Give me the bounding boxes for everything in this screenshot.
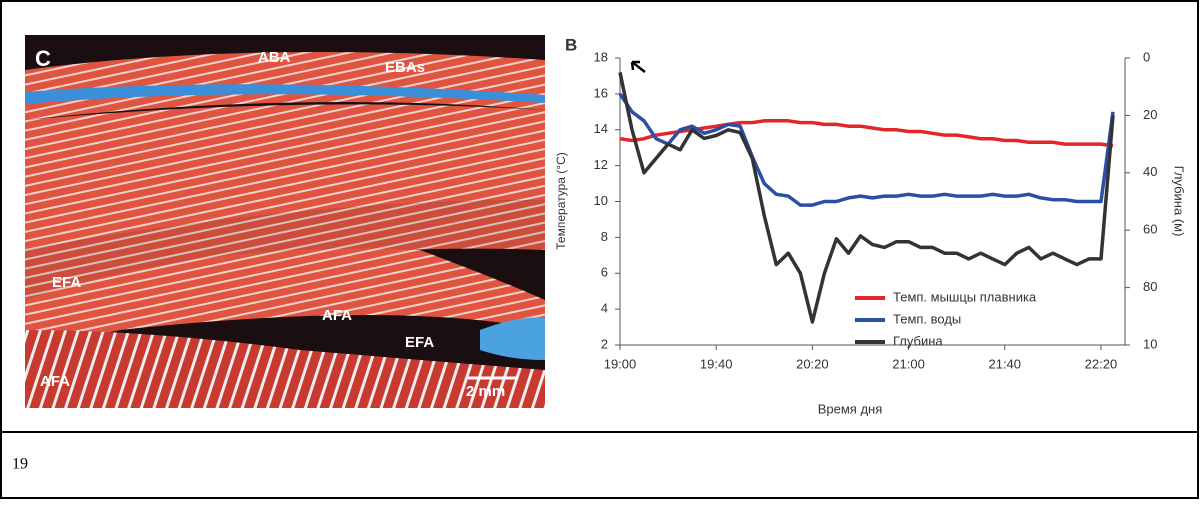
y-tick-label: 8	[601, 229, 608, 244]
y-tick-label: 12	[594, 157, 608, 172]
y2-tick-label: 40	[1143, 164, 1157, 179]
y-tick-label: 14	[594, 121, 608, 136]
panel-letter: C	[35, 46, 51, 71]
series-line	[618, 92, 1115, 207]
y-tick-label: 4	[601, 301, 608, 316]
photo-label: ABA	[258, 49, 291, 66]
y-tick-label: 16	[594, 85, 608, 100]
photo-label: AFA	[40, 373, 70, 390]
chart: B Время дня Температура (°C) Глубина (м)	[554, 35, 1186, 416]
scale-label: 2 mm	[466, 383, 505, 400]
photo-label: EFA	[405, 334, 434, 351]
panel-letter: B	[565, 35, 577, 54]
y2-tick-label: 80	[1143, 279, 1157, 294]
photo: C ABA EBAs EFA AFA AFA EFA 2 mm	[25, 35, 545, 408]
y2-tick-label: 10	[1143, 336, 1157, 351]
fiber	[25, 248, 545, 335]
legend-label: Глубина	[893, 333, 943, 348]
series-line	[619, 119, 1114, 148]
fiber	[25, 104, 545, 250]
x-tick-label: 21:00	[892, 356, 925, 371]
photo-label: EBAs	[385, 59, 425, 76]
vessel	[480, 317, 545, 360]
y-axis-title: Температура (°C)	[554, 152, 568, 249]
x-tick-label: 21:40	[988, 356, 1021, 371]
fiber	[25, 330, 545, 408]
y-tick-label: 2	[601, 336, 608, 351]
arrow	[630, 60, 646, 73]
y-tick-label: 18	[594, 49, 608, 64]
x-tick-label: 19:00	[604, 356, 637, 371]
y-tick-label: 6	[601, 265, 608, 280]
legend-label: Темп. мышцы плавника	[893, 289, 1037, 304]
photo-label: AFA	[322, 307, 352, 324]
x-tick-label: 19:40	[700, 356, 733, 371]
y2-tick-label: 0	[1143, 49, 1150, 64]
x-axis-title: Время дня	[818, 401, 883, 416]
x-tick-label: 22:20	[1085, 356, 1118, 371]
y2-axis-title: Глубина (м)	[1172, 166, 1187, 237]
y2-tick-label: 20	[1143, 107, 1157, 122]
vessel	[25, 84, 545, 104]
photo-label: EFA	[52, 274, 81, 291]
page-number: 19	[12, 456, 28, 473]
x-tick-label: 20:20	[796, 356, 829, 371]
legend-label: Темп. воды	[893, 311, 961, 326]
y2-tick-label: 60	[1143, 222, 1157, 237]
y-tick-label: 10	[594, 193, 608, 208]
series-line	[618, 72, 1115, 324]
